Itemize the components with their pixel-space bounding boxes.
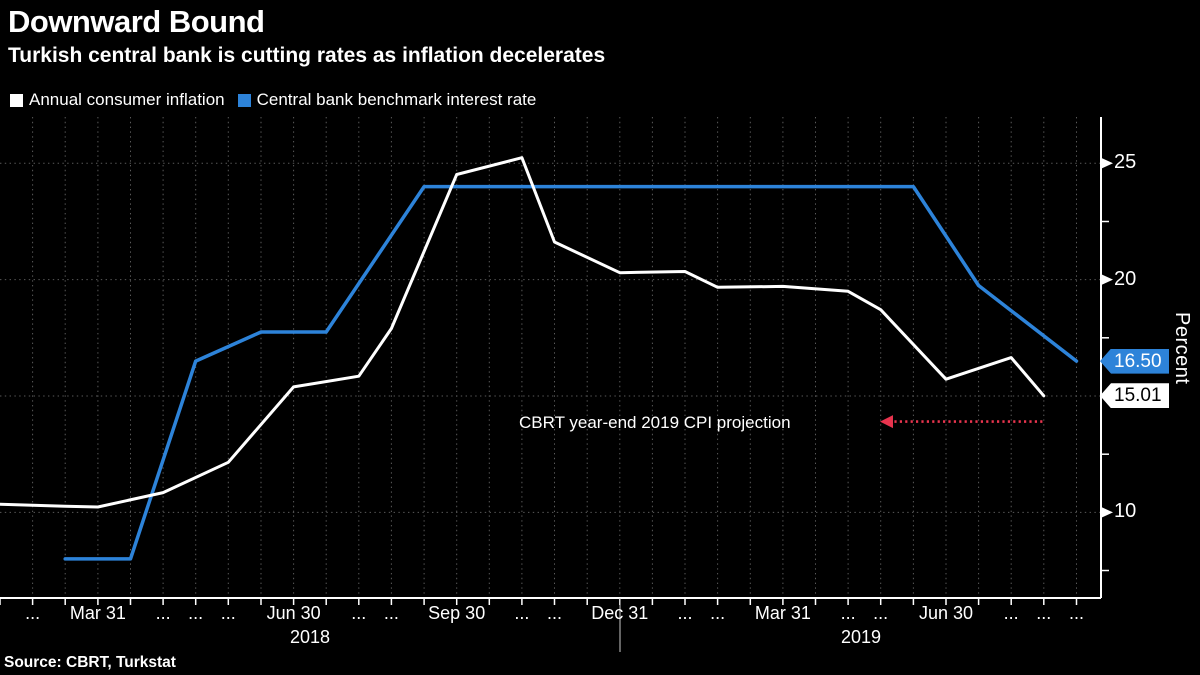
x-axis-month-label: ...: [1036, 603, 1052, 623]
projection-annotation-label: CBRT year-end 2019 CPI projection: [519, 413, 791, 432]
page-title: Downward Bound: [8, 4, 265, 39]
inflation-value-badge: 15.01: [1100, 383, 1169, 409]
x-axis-month-label: Jun 30: [918, 603, 974, 623]
y-tick-arrow-icon: [1101, 157, 1113, 169]
page-subtitle: Turkish central bank is cutting rates as…: [8, 44, 606, 67]
y-axis-tick-label: 25: [1114, 151, 1137, 174]
source-note: Source: CBRT, Turkstat: [4, 654, 176, 671]
rate-line: [63, 184, 1079, 561]
legend-label-rate: Central bank benchmark interest rate: [256, 90, 537, 109]
x-axis-month-label: Dec 31: [591, 603, 649, 623]
legend-label-inflation: Annual consumer inflation: [29, 90, 225, 109]
x-axis-month-label: ...: [514, 603, 530, 623]
x-axis-month-label: Sep 30: [428, 603, 486, 623]
legend-item-rate: Central bank benchmark interest rate: [237, 90, 537, 110]
x-axis-month-label: ...: [546, 603, 563, 623]
y-axis-tick-label: 20: [1114, 267, 1137, 290]
x-axis-month-label: ...: [383, 603, 399, 623]
x-axis-month-label: Mar 31: [69, 603, 126, 623]
x-axis-month-label: ...: [188, 603, 204, 623]
x-axis-month-label: ...: [155, 603, 171, 623]
x-axis-month-label: ...: [840, 603, 856, 623]
x-axis-month-label: ...: [677, 603, 693, 623]
inflation-swatch-icon: [10, 93, 23, 107]
x-axis-month-label: ...: [220, 603, 236, 623]
rate-swatch-icon: [237, 93, 251, 107]
legend: Annual consumer inflation Central bank b…: [10, 90, 549, 110]
x-axis-month-label: Jun 30: [266, 603, 321, 623]
y-axis-title: Percent: [1171, 312, 1193, 385]
y-tick-arrow-icon: [1101, 274, 1113, 286]
x-axis-month-label: ...: [351, 603, 367, 623]
x-axis-month-label: ...: [1003, 603, 1019, 623]
x-axis-month-label: ...: [1068, 603, 1085, 623]
y-tick-arrow-icon: [1101, 506, 1113, 518]
x-axis-month-label: ...: [873, 603, 889, 623]
year-label: 2018: [289, 627, 331, 647]
x-axis-month-label: ...: [25, 603, 41, 623]
rate-value-badge: 16.50: [1100, 348, 1169, 374]
inflation-line: [0, 156, 1046, 509]
projection-arrowhead-icon: [880, 415, 893, 429]
x-axis-month-label: Mar 31: [754, 603, 811, 623]
x-axis-month-label: ...: [710, 603, 726, 623]
y-axis-tick-label: 10: [1114, 500, 1137, 523]
year-label: 2019: [840, 627, 882, 647]
legend-item-inflation: Annual consumer inflation: [10, 90, 225, 110]
